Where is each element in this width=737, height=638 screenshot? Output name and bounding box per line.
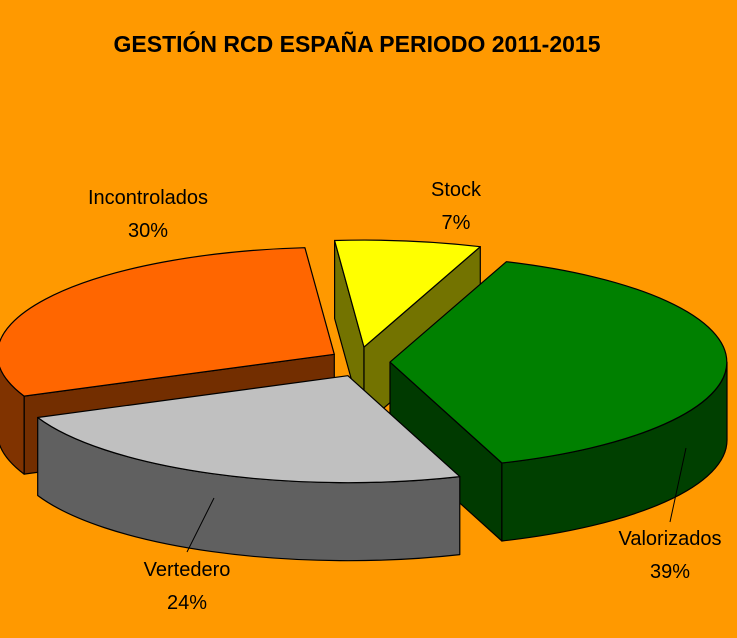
slice-top-stock (334, 239, 481, 348)
slice-valorizados (389, 261, 728, 542)
data-label-stock: Stock 7% (431, 179, 482, 234)
label-value-incontrolados: 30% (128, 220, 168, 242)
slice-vertedero (37, 375, 461, 562)
slice-top-incontrolados (0, 247, 335, 397)
slice-top-vertedero (37, 375, 461, 484)
leader-line-vertedero (186, 497, 215, 553)
slice-top-valorizados (389, 261, 728, 464)
data-label-valorizados: Valorizados 39% (618, 528, 721, 583)
leader-lines (186, 447, 687, 553)
label-name-stock: Stock (431, 179, 482, 201)
leader-line-valorizados (669, 447, 687, 523)
label-name-incontrolados: Incontrolados (88, 187, 208, 209)
data-label-vertedero: Vertedero 24% (144, 559, 231, 614)
data-label-incontrolados: Incontrolados 30% (88, 187, 208, 242)
pie-slices (0, 239, 728, 562)
slice-labels: Stock 7% Valorizados 39% Vertedero 24% Incontr… (88, 179, 722, 614)
label-value-stock: 7% (442, 212, 471, 234)
label-name-valorizados: Valorizados (618, 528, 721, 550)
label-name-vertedero: Vertedero (144, 559, 231, 581)
label-value-vertedero: 24% (167, 592, 207, 614)
chart-title: GESTIÓN RCD ESPAÑA PERIODO 2011-2015 (114, 30, 601, 57)
label-value-valorizados: 39% (650, 561, 690, 583)
